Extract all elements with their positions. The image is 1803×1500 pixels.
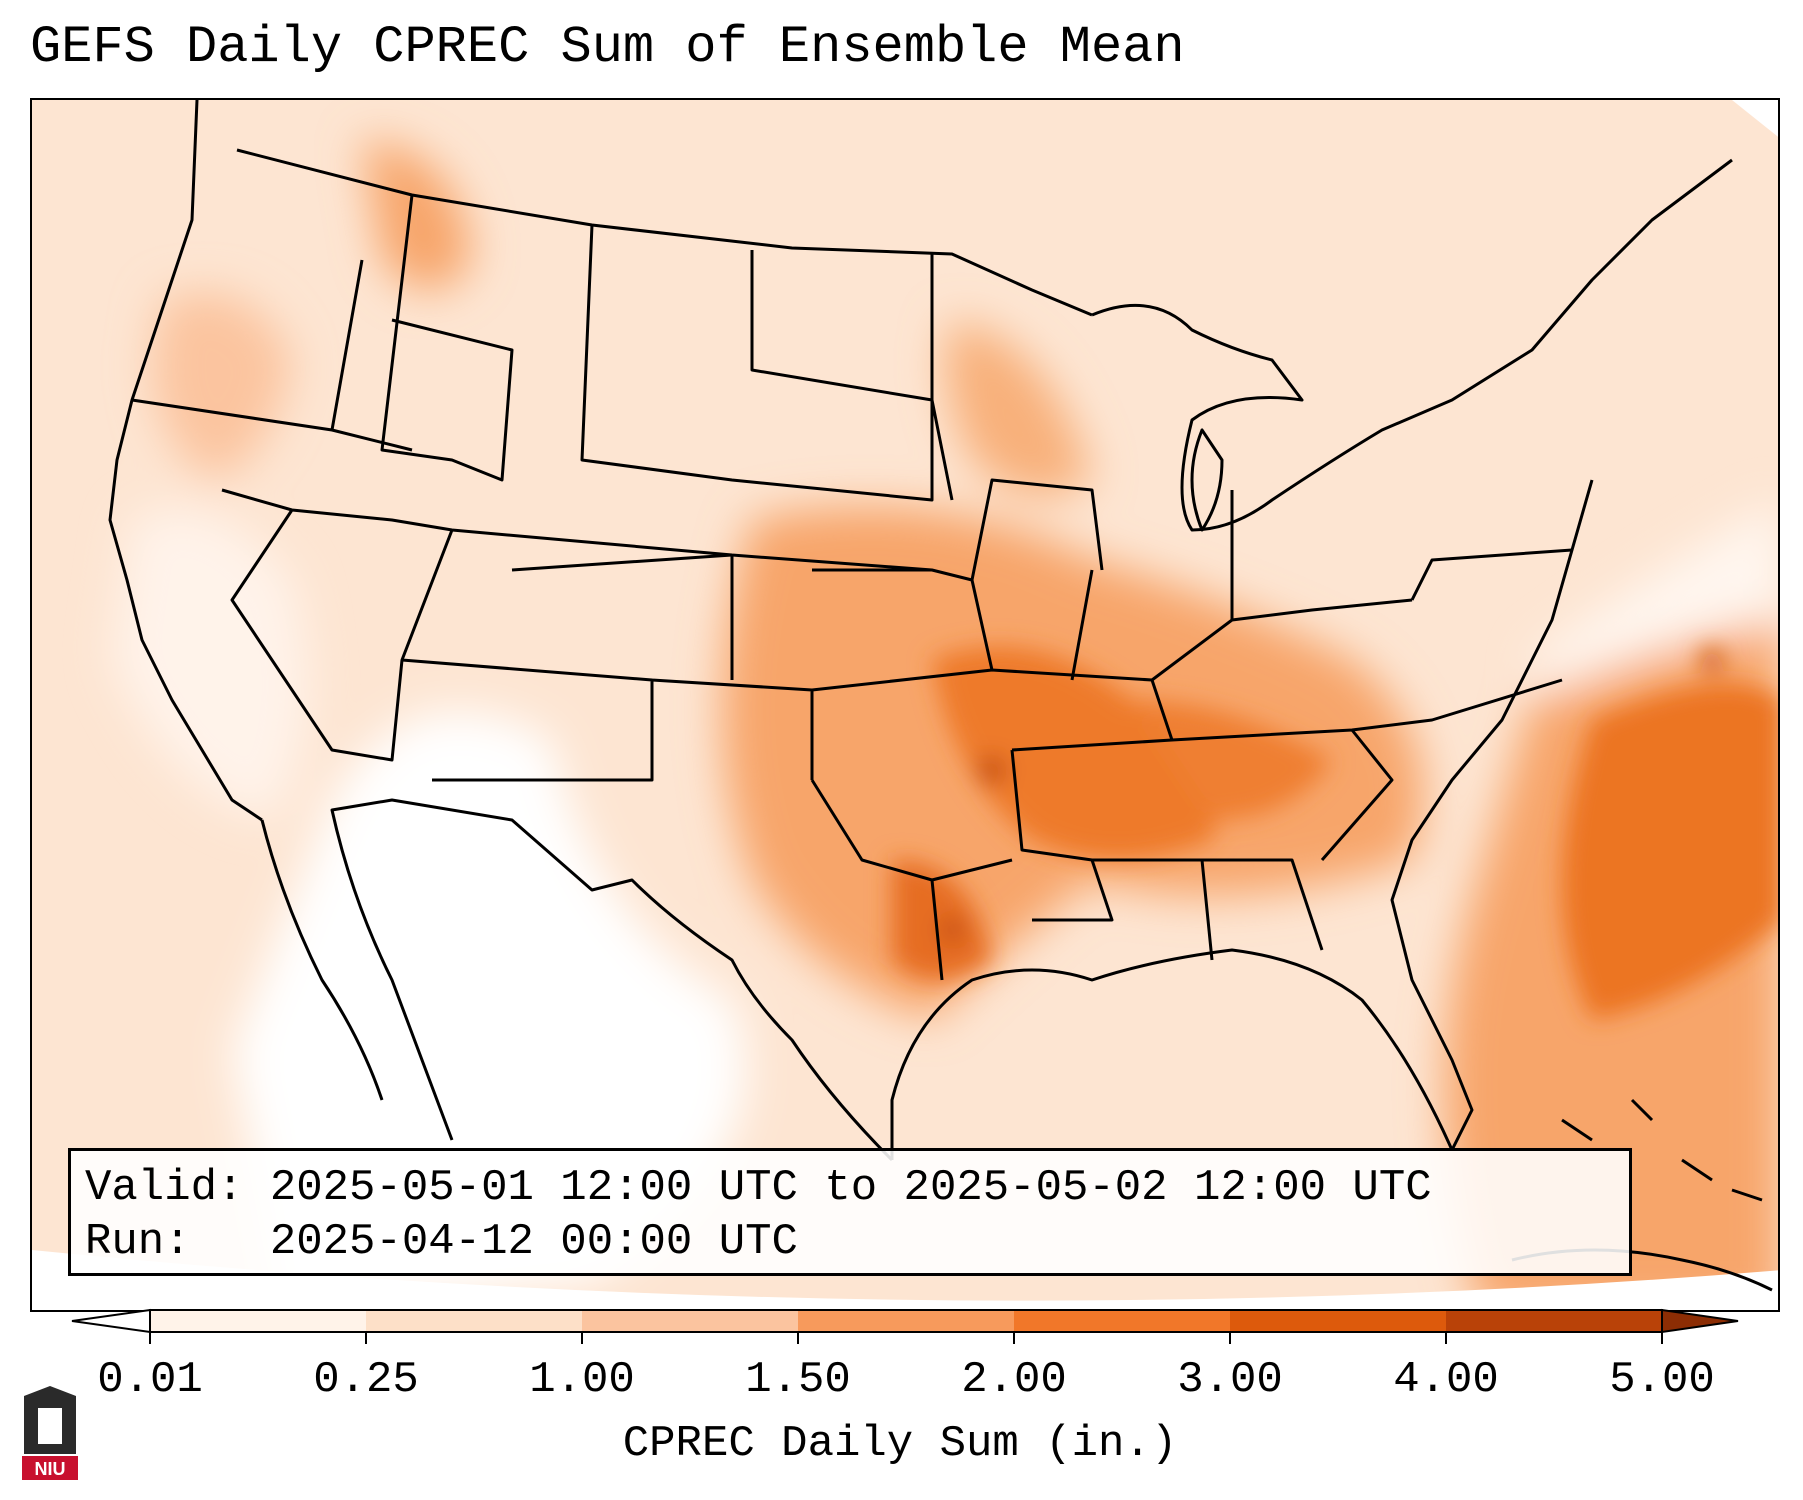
baja-california — [260, 819, 384, 1101]
colorbar-segment — [1230, 1310, 1447, 1332]
valid-value: 2025-05-01 12:00 UTC to 2025-05-02 12:00… — [269, 1163, 1432, 1213]
map-panel: Valid: 2025-05-01 12:00 UTC to 2025-05-0… — [30, 98, 1780, 1312]
colorbar-under-arrow — [71, 1308, 151, 1334]
mississippi-valley-core — [932, 646, 1216, 860]
us-coastline-west — [108, 100, 263, 822]
colorbar-tick-label: 1.00 — [529, 1355, 635, 1405]
bahamas — [1561, 1098, 1763, 1202]
dry-great-basin-area — [112, 508, 308, 820]
lake-michigan — [1190, 428, 1224, 532]
max-rainfall-spot — [978, 756, 1006, 784]
colorbar-tick-label: 0.25 — [313, 1355, 419, 1405]
colorbar-border — [149, 1309, 1663, 1333]
projection-edge — [32, 1250, 1778, 1310]
precip-map — [32, 100, 1778, 1310]
great-lakes — [1091, 158, 1733, 532]
colorbar-segment — [582, 1310, 799, 1332]
gulf-coast — [890, 948, 1454, 1160]
colorbar-segment — [1014, 1310, 1231, 1332]
logo-banner — [22, 1456, 78, 1480]
colorbar-tick-label: 1.50 — [745, 1355, 851, 1405]
max-rainfall-spot — [1700, 648, 1724, 672]
colorbar — [71, 1308, 1739, 1344]
precip-field — [32, 100, 1778, 1310]
northern-rockies-wet-area — [362, 140, 472, 290]
colorbar-label: CPREC Daily Sum (in.) — [622, 1419, 1178, 1469]
pacific-northwest-wet-area — [152, 292, 292, 480]
east-coast — [1390, 479, 1594, 1151]
valid-label: Valid: — [85, 1163, 244, 1213]
upper-midwest-wet-area — [945, 320, 1092, 496]
state-lines — [131, 194, 1573, 981]
colorbar-tick-label: 0.01 — [97, 1355, 203, 1405]
max-rainfall-spot — [940, 918, 964, 942]
colorbar-tick-label: 5.00 — [1609, 1355, 1715, 1405]
colorbar-segment — [798, 1310, 1015, 1332]
colorbar-segment — [366, 1310, 583, 1332]
tennessee-valley-core — [1132, 700, 1332, 820]
valid-run-info-box: Valid: 2025-05-01 12:00 UTC to 2025-05-0… — [68, 1148, 1632, 1276]
colorbar-segment — [150, 1310, 367, 1332]
run-label: Run: — [85, 1217, 191, 1267]
colorbar-tick-label: 2.00 — [961, 1355, 1067, 1405]
colorbar-ticks — [149, 1332, 1663, 1344]
run-value: 2025-04-12 00:00 UTC — [269, 1217, 798, 1267]
atlantic-core — [1562, 684, 1778, 1020]
east-texas-core — [892, 860, 992, 980]
chart-title: GEFS Daily CPREC Sum of Ensemble Mean — [30, 18, 1185, 77]
colorbar-segment — [1446, 1310, 1663, 1332]
colorbar-over-arrow — [1661, 1308, 1739, 1334]
logo-roof — [24, 1386, 76, 1396]
logo-text: NIU — [35, 1459, 66, 1479]
colorbar-tick-label: 4.00 — [1393, 1355, 1499, 1405]
logo-window — [38, 1408, 62, 1444]
boundaries — [108, 100, 1733, 1162]
colorbar-tick-label: 3.00 — [1177, 1355, 1283, 1405]
colorbar-segments — [71, 1308, 1739, 1334]
niu-logo: NIU — [22, 1386, 78, 1480]
mexico-coast — [330, 798, 894, 1162]
